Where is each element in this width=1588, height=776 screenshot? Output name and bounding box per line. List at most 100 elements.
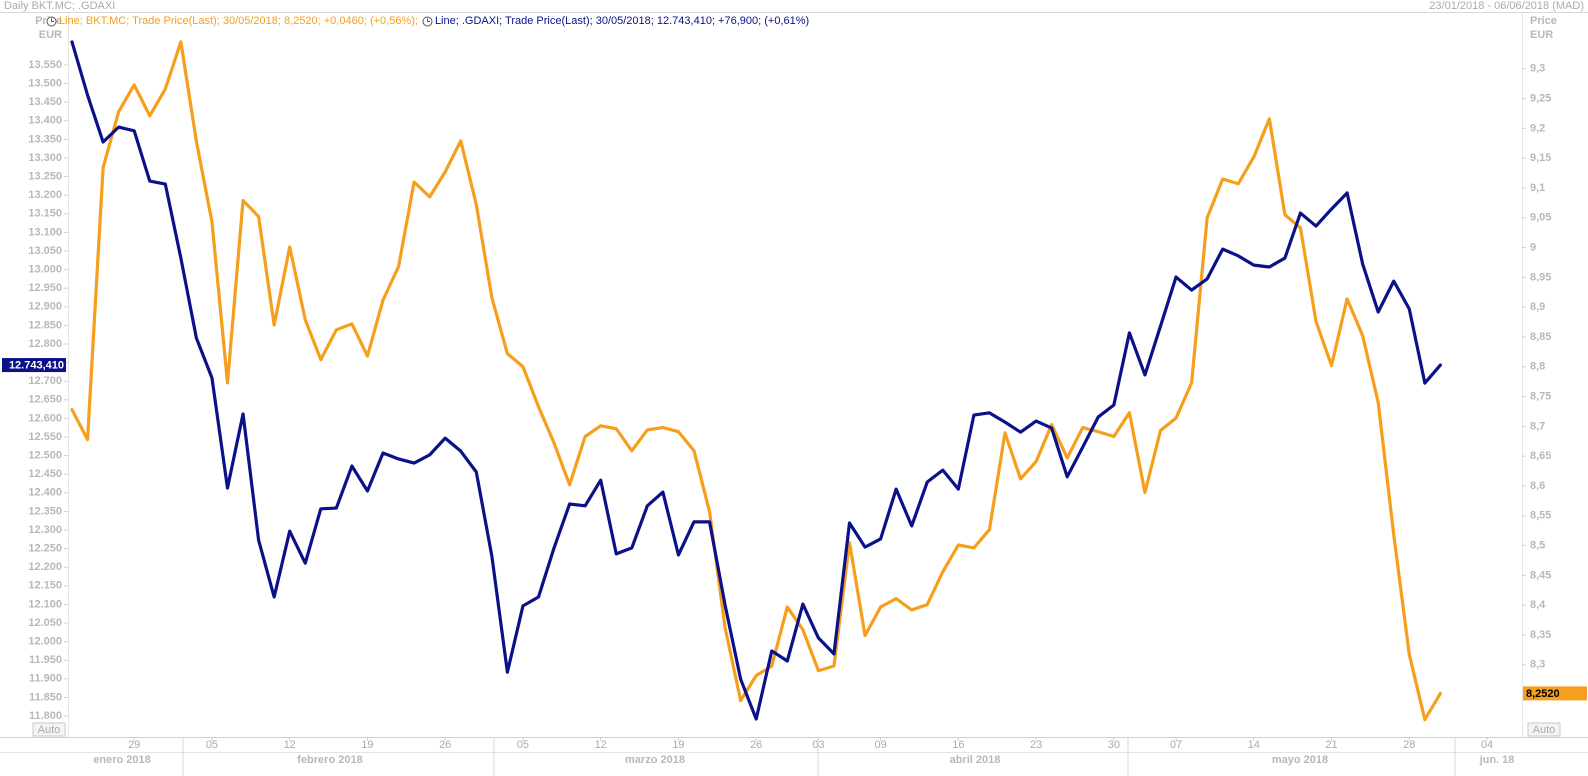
x-tick-label: 14 [1248,739,1260,751]
x-tick-label: 19 [672,739,684,751]
y-tick-label: 12.900 [28,301,62,313]
x-tick-label: 30 [1108,739,1120,751]
month-label: febrero 2018 [297,754,362,766]
y-tick-label: 12.000 [28,636,62,648]
x-tick-label: 28 [1403,739,1415,751]
x-tick-label: 04 [1481,739,1493,751]
legend-entry: Line; .GDAXI; Trade Price(Last); 30/05/2… [434,15,810,28]
y2-tick-label: 8,75 [1530,390,1551,402]
x-tick-label: 21 [1325,739,1337,751]
y-tick-label: 12.450 [28,468,62,480]
x-tick-label: 12 [595,739,607,751]
y2-tick-label: 8,4 [1530,599,1546,611]
x-tick-label: 05 [517,739,529,751]
month-label: abril 2018 [950,754,1001,766]
x-tick-label: 19 [361,739,373,751]
y-tick-label: 11.800 [29,710,62,722]
y-tick-label: 13.050 [28,245,62,257]
y-tick-label: 12.400 [28,487,62,499]
y2-axis-unit: EUR [1530,29,1553,41]
y2-tick-label: 9,3 [1530,63,1545,75]
y-tick-label: 12.650 [28,394,62,406]
y2-tick-label: 8,45 [1530,569,1551,581]
y2-tick-label: 8,6 [1530,480,1545,492]
y2-tick-label: 8,8 [1530,361,1545,373]
y2-tick-label: 8,35 [1530,629,1551,641]
y-tick-label: 12.100 [28,598,62,610]
price-tag-box [2,358,66,373]
y2-tick-label: 8,55 [1530,510,1551,522]
y-tick-label: 11.900 [29,673,62,685]
month-label: enero 2018 [93,754,150,766]
y-tick-label: 13.000 [28,264,62,276]
y2-tick-label: 8,65 [1530,450,1551,462]
y-tick-label: 13.300 [28,152,62,164]
y2-tick-label: 9,15 [1530,152,1551,164]
y-tick-label: 12.550 [28,431,62,443]
y-tick-label: 13.400 [28,115,62,127]
x-tick-label: 26 [750,739,762,751]
y2-tick-label: 9 [1530,241,1536,253]
series-line [70,40,1443,721]
y2-tick-label: 8,3 [1530,659,1545,671]
legend-entry: Line; BKT.MC; Trade Price(Last); 30/05/2… [59,15,418,28]
scale-button[interactable] [32,722,66,737]
y2-tick-label: 9,1 [1530,182,1545,194]
scale-mode[interactable]: Auto [38,724,61,736]
y-tick-label: 12.500 [28,450,62,462]
y-axis-unit: EUR [39,29,62,41]
y-tick-label: 12.950 [28,282,62,294]
y-tick-label: 13.500 [28,77,62,89]
price-tag: 8,2520 [1523,686,1587,701]
x-tick-label: 29 [128,739,140,751]
month-label: marzo 2018 [625,754,685,766]
y-tick-label: 13.200 [28,189,62,201]
scale-button[interactable] [1527,722,1561,737]
series-line [70,40,1443,722]
icon-hand [51,18,54,22]
price-tag: 12.743,410 [2,358,66,373]
price-tag-label: 12.743,410 [9,359,64,371]
month-label: jun. 18 [1479,754,1515,766]
x-tick-label: 05 [206,739,218,751]
y-tick-label: 12.150 [28,580,62,592]
y-tick-label: 12.250 [28,543,62,555]
y-tick-label: 12.050 [28,617,62,629]
y-tick-label: 11.850 [29,691,62,703]
legend-icon[interactable] [46,16,57,27]
x-tick-label: 26 [439,739,451,751]
y2-tick-label: 8,95 [1530,271,1551,283]
y-tick-label: 12.600 [28,412,62,424]
y-tick-label: 13.350 [28,133,62,145]
chart-title: Daily BKT.MC; .GDAXI [4,0,115,12]
y2-tick-label: 8,85 [1530,331,1551,343]
y2-tick-label: 9,2 [1530,122,1545,134]
icon-hand [426,18,430,22]
y-tick-label: 13.250 [28,170,62,182]
price-tag-box [1523,686,1587,701]
y2-tick-label: 9,05 [1530,212,1551,224]
y2-tick-label: 8,9 [1530,301,1545,313]
x-tick-label: 16 [952,739,964,751]
price-tag-label: 8,2520 [1526,688,1560,700]
y-tick-label: 13.450 [28,96,62,108]
y-tick-label: 12.800 [28,338,62,350]
y-tick-label: 11.950 [29,654,62,666]
x-tick-label: 12 [284,739,296,751]
x-tick-label: 23 [1030,739,1042,751]
y2-tick-label: 8,5 [1530,539,1545,551]
date-range: 23/01/2018 - 06/06/2018 (MAD) [1429,0,1584,12]
y-tick-label: 13.100 [28,226,62,238]
legend-icon[interactable] [422,16,433,27]
scale-mode[interactable]: Auto [1533,724,1556,736]
y-tick-label: 13.550 [28,59,62,71]
y-tick-label: 12.350 [28,505,62,517]
y2-tick-label: 8,7 [1530,420,1545,432]
month-label: mayo 2018 [1272,754,1328,766]
y-tick-label: 12.200 [28,561,62,573]
y2-tick-label: 9,25 [1530,92,1551,104]
x-tick-label: 09 [874,739,886,751]
